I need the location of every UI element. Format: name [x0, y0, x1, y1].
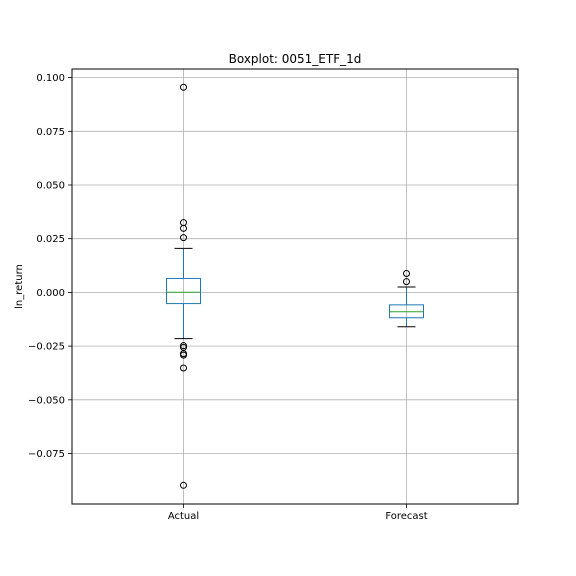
- outlier-point: [180, 481, 187, 489]
- outlier-point: [180, 83, 187, 91]
- box-actual: [166, 83, 201, 489]
- y-tick-label: −0.075: [28, 449, 65, 460]
- y-tick-label: −0.025: [28, 342, 65, 353]
- x-tick-label: Forecast: [385, 511, 427, 522]
- grid-lines: [72, 69, 518, 504]
- outlier-point: [180, 351, 187, 359]
- y-tick-label: 0.000: [36, 288, 65, 299]
- outlier-point: [180, 234, 187, 242]
- outlier-point: [180, 224, 187, 232]
- y-tick-label: 0.025: [36, 234, 65, 245]
- y-axis-label: ln_return: [14, 264, 25, 309]
- boxes: [166, 83, 424, 489]
- outlier-point: [180, 364, 187, 372]
- y-tick-label: 0.075: [36, 127, 65, 138]
- y-tick-label: 0.050: [36, 181, 65, 192]
- plot-area-frame: [71, 68, 519, 505]
- y-tick-label: −0.050: [28, 395, 65, 406]
- axis-ticks: 0.100 0.075 0.050 0.025 0.000 −0.025 −0.050 −0.…: [28, 73, 428, 522]
- y-tick-label: 0.100: [36, 73, 65, 84]
- interquartile-box: [166, 277, 201, 305]
- outlier-point: [403, 270, 410, 278]
- outlier-point: [403, 278, 410, 286]
- x-tick-label: Actual: [168, 511, 199, 522]
- chart-title: Boxplot: 0051_ETF_1d: [229, 52, 362, 66]
- box-forecast: [389, 270, 424, 328]
